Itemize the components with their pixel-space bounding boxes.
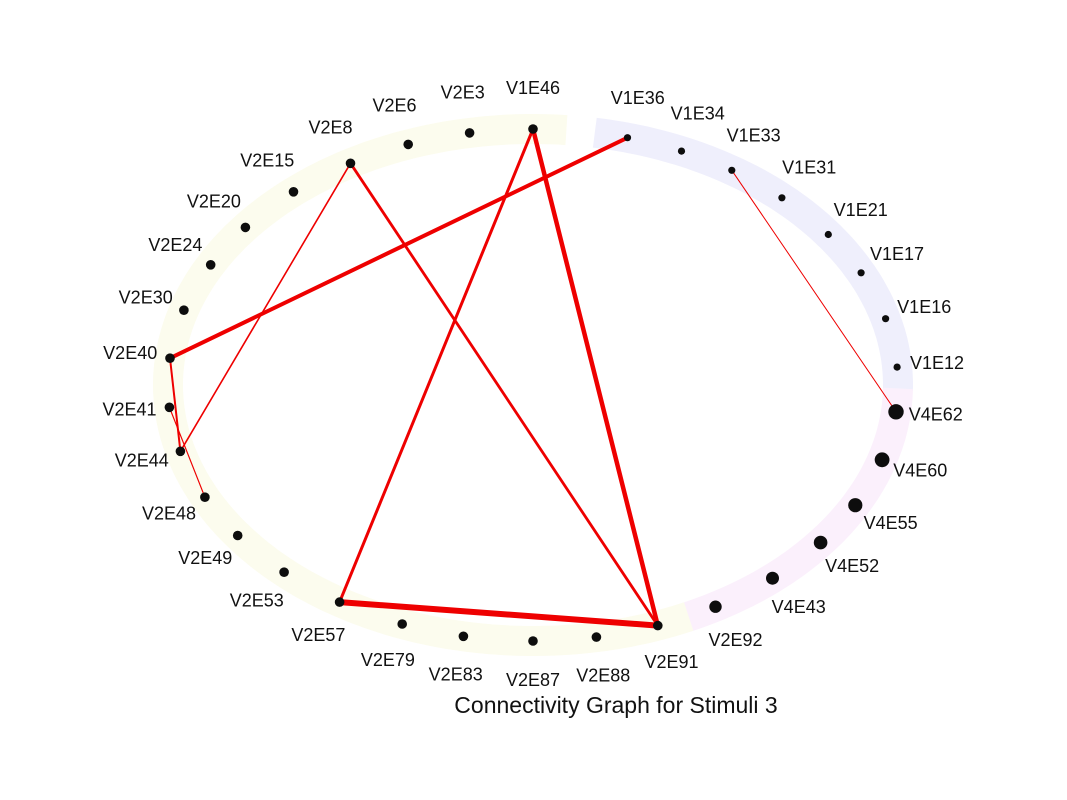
- node-v2e30: [179, 305, 189, 316]
- node-label-v2e15: V2E15: [240, 150, 294, 170]
- edge-v2e8-v2e91: [349, 161, 660, 627]
- region-band-v1: [592, 117, 913, 391]
- node-label-v2e40: V2E40: [103, 343, 157, 363]
- node-label-v2e87: V2E87: [506, 670, 560, 690]
- node-v1e33: [728, 166, 736, 174]
- edge-v1e46-v2e91: [530, 126, 661, 628]
- edge-v2e40-v2e44: [169, 357, 182, 453]
- node-v1e21: [824, 230, 832, 239]
- node-label-v2e57: V2E57: [291, 625, 345, 645]
- node-v2e92: [709, 600, 722, 613]
- node-v2e8: [345, 158, 356, 169]
- node-label-v4e55: V4E55: [864, 513, 918, 533]
- edge-v1e36-v2e40: [168, 135, 630, 361]
- node-label-v1e16: V1E16: [897, 297, 951, 317]
- node-label-v2e79: V2E79: [361, 650, 415, 670]
- node-v4e55: [848, 498, 863, 513]
- node-label-v2e88: V2E88: [576, 665, 630, 685]
- node-label-v1e12: V1E12: [910, 353, 964, 373]
- node-label-v4e60: V4E60: [893, 460, 947, 480]
- edge-v2e57-v2e91: [336, 599, 661, 629]
- node-label-v1e33: V1E33: [727, 126, 781, 146]
- node-label-v2e48: V2E48: [142, 504, 196, 524]
- node-v1e34: [677, 147, 686, 155]
- node-v4e52: [813, 535, 828, 550]
- region-bands: [153, 114, 913, 656]
- node-label-v1e17: V1E17: [870, 244, 924, 264]
- node-label-v2e91: V2E91: [644, 652, 698, 672]
- node-v1e17: [857, 269, 865, 277]
- node-v1e46: [528, 124, 538, 134]
- node-v2e88: [591, 632, 602, 642]
- edge-v1e33-v4e62: [731, 169, 897, 413]
- node-label-v2e44: V2E44: [115, 450, 169, 470]
- node-label-v2e3: V2E3: [441, 82, 485, 102]
- node-v2e87: [528, 636, 538, 646]
- node-label-v2e53: V2E53: [230, 590, 284, 610]
- edges-layer: [168, 126, 897, 629]
- node-v2e40: [165, 353, 175, 364]
- edge-v2e8-v2e44: [179, 162, 352, 453]
- node-label-v1e36: V1E36: [611, 88, 665, 108]
- region-band-v4: [681, 387, 913, 632]
- node-v2e20: [240, 222, 251, 233]
- node-label-v2e6: V2E6: [372, 96, 416, 116]
- node-label-v2e83: V2E83: [429, 664, 483, 684]
- node-label-v2e30: V2E30: [119, 287, 173, 307]
- node-v2e49: [232, 530, 243, 541]
- node-v4e62: [888, 404, 904, 420]
- node-v1e12: [893, 363, 901, 371]
- edge-v1e46-v2e57: [338, 127, 535, 604]
- node-v2e79: [397, 619, 408, 629]
- node-label-v2e24: V2E24: [148, 235, 202, 255]
- node-v1e36: [623, 134, 632, 142]
- node-label-v1e21: V1E21: [834, 200, 888, 220]
- nodes-layer: [164, 124, 904, 646]
- node-v2e53: [279, 567, 289, 577]
- node-label-v2e49: V2E49: [178, 548, 232, 568]
- node-label-v4e43: V4E43: [772, 597, 826, 617]
- node-v1e31: [778, 194, 786, 202]
- node-v4e43: [766, 571, 779, 585]
- node-v2e15: [288, 187, 299, 197]
- node-label-v2e20: V2E20: [187, 192, 241, 212]
- node-v2e44: [175, 446, 186, 457]
- graph-title: Connectivity Graph for Stimuli 3: [454, 692, 777, 718]
- node-label-v1e34: V1E34: [671, 103, 725, 123]
- node-label-v2e41: V2E41: [102, 400, 156, 420]
- node-label-v1e31: V1E31: [782, 157, 836, 177]
- node-label-v2e92: V2E92: [708, 630, 762, 650]
- node-v2e24: [205, 260, 216, 270]
- node-v2e91: [653, 620, 663, 631]
- node-label-v4e62: V4E62: [909, 405, 963, 425]
- node-v1e16: [882, 315, 890, 323]
- node-label-v1e46: V1E46: [506, 78, 560, 98]
- node-v2e41: [164, 402, 175, 413]
- node-label-v4e52: V4E52: [825, 556, 879, 576]
- node-label-v2e8: V2E8: [308, 117, 352, 137]
- node-v2e3: [464, 128, 475, 138]
- node-v2e83: [458, 631, 469, 642]
- node-v2e48: [200, 492, 210, 503]
- node-v2e57: [334, 597, 345, 607]
- node-v4e60: [874, 452, 890, 468]
- node-v2e6: [403, 139, 414, 150]
- edge-v2e41-v2e48: [168, 406, 206, 498]
